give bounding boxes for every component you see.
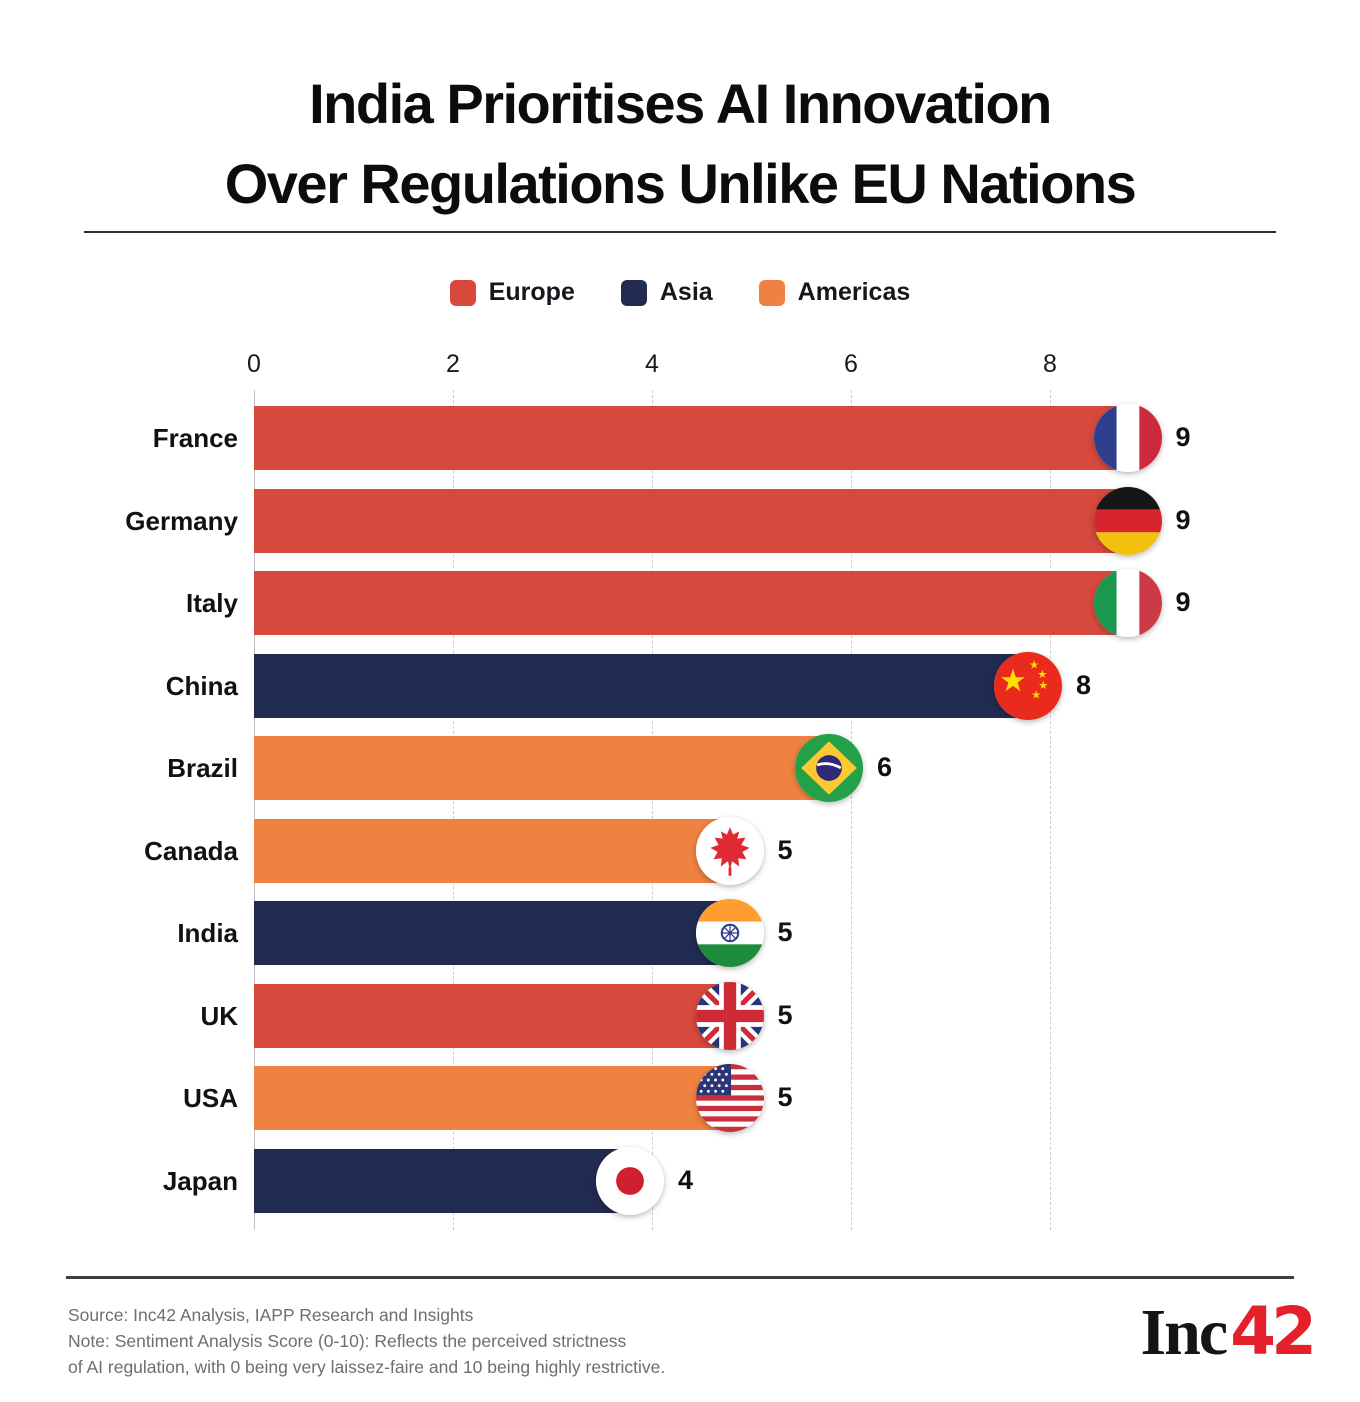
- value-label-france: 9: [1175, 422, 1191, 452]
- value-label-india: 5: [777, 917, 793, 947]
- gridline-4: [652, 390, 653, 1230]
- country-label-canada: Canada: [144, 835, 238, 866]
- value-label-italy: 9: [1175, 587, 1191, 617]
- legend-swatch-americas-icon: [758, 279, 785, 306]
- bar-uk: [254, 983, 752, 1048]
- svg-text:★: ★: [1029, 657, 1039, 671]
- inc42-logo-black-text: Inc: [1140, 1296, 1228, 1369]
- flag-brazil-icon: [795, 734, 863, 802]
- flag-germany-icon: [1093, 486, 1162, 555]
- legend-swatch-asia-icon: [620, 279, 647, 306]
- gridline-6: [851, 390, 852, 1230]
- country-label-brazil: Brazil: [167, 753, 238, 783]
- country-label-china: China: [165, 670, 238, 701]
- bar-germany: [254, 488, 1150, 553]
- legend-item-europe: Europe: [449, 278, 575, 307]
- legend-label-europe: Europe: [488, 278, 575, 306]
- inc42-logo-red-text: 42: [1230, 1293, 1317, 1370]
- note-line-1: Note: Sentiment Analysis Score (0-10): R…: [68, 1331, 627, 1351]
- footer-notes: Source: Inc42 Analysis, IAPP Research an…: [68, 1302, 665, 1380]
- legend-label-americas: Americas: [797, 278, 911, 306]
- gridline-0: [254, 390, 255, 1230]
- country-label-usa: USA: [183, 1083, 238, 1113]
- svg-text:★: ★: [999, 663, 1027, 699]
- value-label-brazil: 6: [877, 752, 893, 782]
- country-label-germany: Germany: [125, 505, 238, 536]
- bar-usa: [254, 1066, 752, 1130]
- flag-france-icon: [1093, 404, 1162, 472]
- value-label-uk: 5: [777, 999, 793, 1030]
- title-line-1: India Prioritises AI Innovation: [309, 72, 1052, 135]
- legend-item-americas: Americas: [758, 278, 911, 307]
- flag-uk-icon: [695, 981, 764, 1050]
- flag-italy-icon: [1093, 569, 1162, 637]
- country-label-japan: Japan: [162, 1165, 238, 1196]
- bar-china: [254, 653, 1050, 718]
- page-title: India Prioritises AI Innovation Over Reg…: [0, 64, 1360, 224]
- bar-italy: [254, 571, 1150, 635]
- x-tick-label-6: 6: [844, 350, 858, 378]
- source-line: Source: Inc42 Analysis, IAPP Research an…: [68, 1305, 474, 1325]
- legend-swatch-europe-icon: [449, 279, 476, 306]
- note-line-2: of AI regulation, with 0 being very lais…: [68, 1357, 666, 1377]
- value-label-canada: 5: [777, 834, 793, 865]
- bar-india: [254, 901, 752, 965]
- flag-china-icon: ★ ★ ★ ★ ★: [994, 651, 1062, 720]
- bar-japan: [254, 1148, 652, 1213]
- value-label-japan: 4: [678, 1164, 694, 1195]
- gridline-2: [453, 390, 454, 1230]
- flag-india-icon: [695, 899, 764, 967]
- country-label-france: France: [152, 423, 238, 453]
- flag-canada-icon: [695, 816, 764, 885]
- svg-text:★: ★: [1031, 687, 1041, 701]
- bar-canada: [254, 818, 752, 883]
- inc42-logo: Inc42: [1140, 1293, 1317, 1370]
- x-tick-label-4: 4: [645, 350, 659, 378]
- title-divider: [84, 231, 1276, 233]
- legend-item-asia: Asia: [620, 278, 713, 307]
- footer-divider: [66, 1276, 1294, 1279]
- chart-legend: Europe Asia Americas: [0, 278, 1360, 307]
- x-tick-label-2: 2: [446, 350, 460, 378]
- title-line-2: Over Regulations Unlike EU Nations: [224, 152, 1137, 215]
- country-label-uk: UK: [200, 1000, 238, 1031]
- svg-text:★: ★: [1037, 666, 1047, 680]
- gridline-8: [1050, 390, 1051, 1230]
- value-label-germany: 9: [1175, 504, 1191, 535]
- x-tick-label-8: 8: [1043, 350, 1057, 378]
- x-tick-label-0: 0: [247, 350, 261, 378]
- legend-label-asia: Asia: [659, 278, 713, 306]
- flag-japan-icon: [596, 1146, 664, 1215]
- svg-text:★: ★: [1038, 678, 1048, 692]
- country-label-italy: Italy: [185, 588, 238, 618]
- country-label-india: India: [177, 918, 238, 948]
- value-label-usa: 5: [777, 1082, 793, 1112]
- flag-usa-icon: [695, 1064, 764, 1132]
- bar-brazil: [254, 736, 851, 800]
- value-label-china: 8: [1076, 669, 1092, 700]
- bar-france: [254, 406, 1150, 470]
